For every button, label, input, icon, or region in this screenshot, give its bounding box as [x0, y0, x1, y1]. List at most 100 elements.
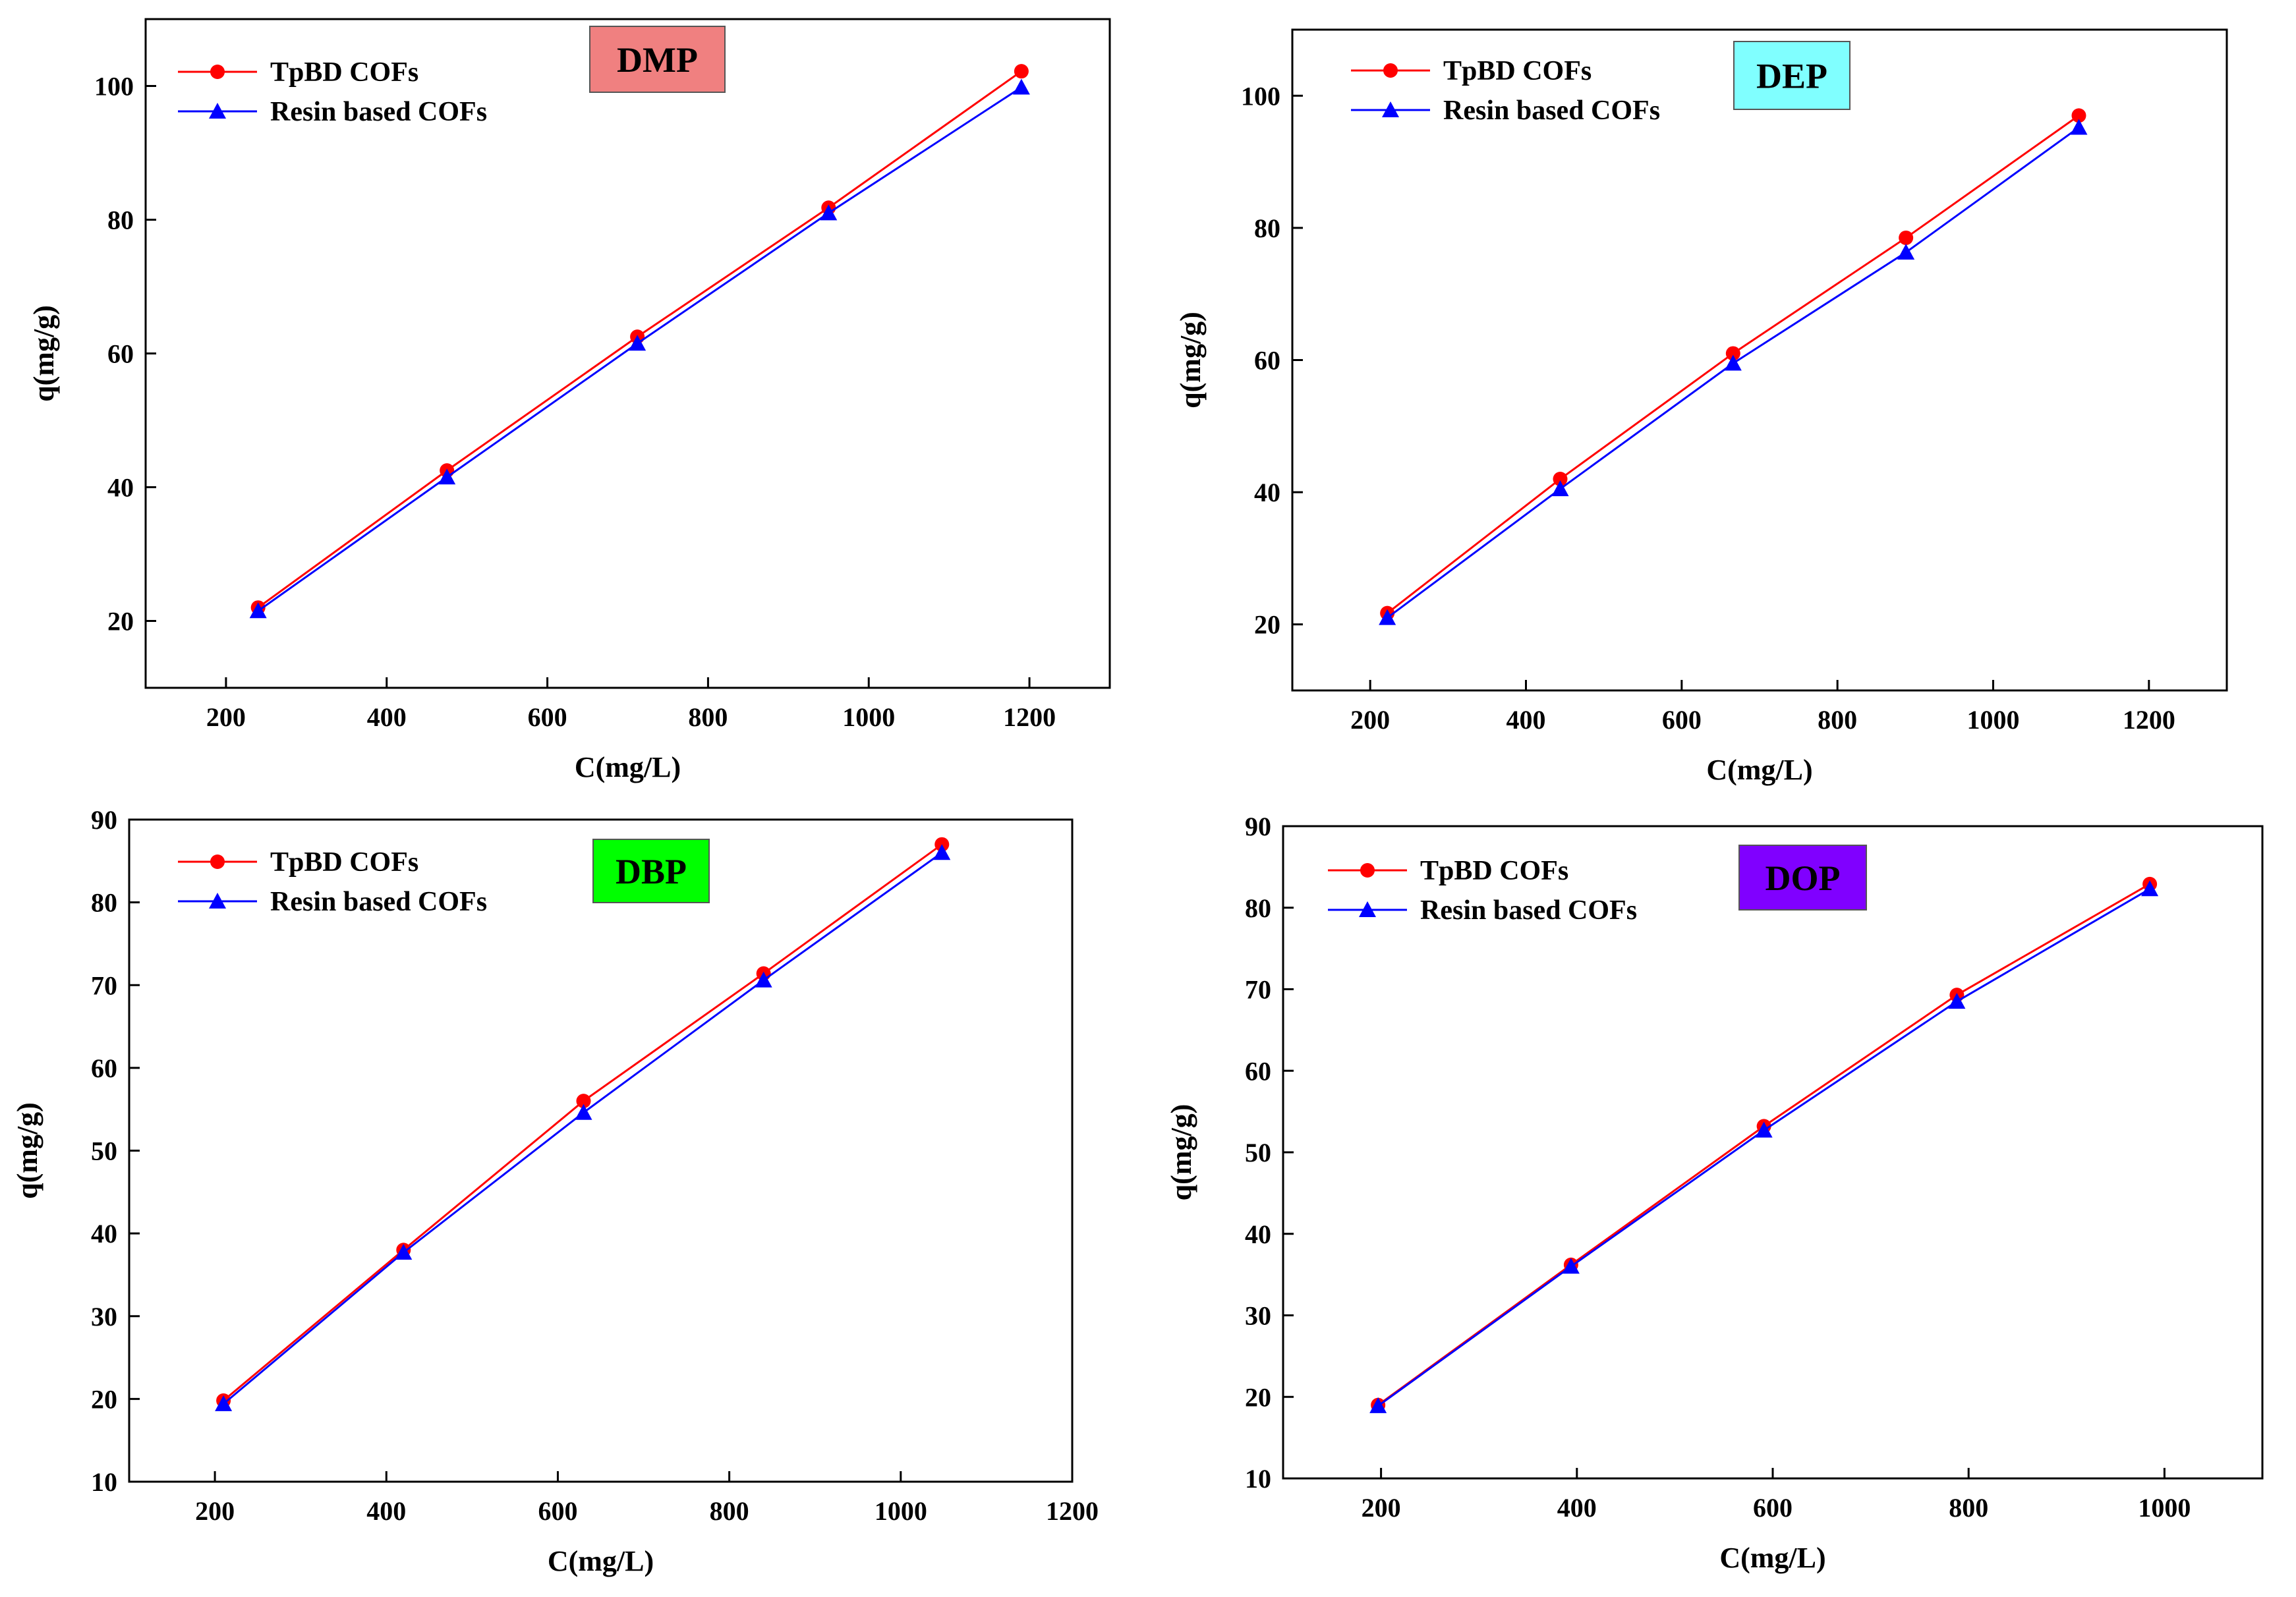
data-point-1 — [1014, 64, 1029, 79]
data-point-2 — [755, 971, 772, 988]
x-axis-label: C(mg/L) — [1706, 754, 1812, 786]
data-point-2 — [1379, 609, 1396, 625]
chart-panel-dop: 200 400 600 800 1000 10 20 30 40 50 60 70 80 90 C(mg/L… — [1165, 812, 2264, 1574]
y-tick-label: 20 — [107, 607, 134, 636]
x-tick-label: 400 — [1507, 705, 1546, 735]
y-tick-label: 20 — [91, 1384, 117, 1414]
y-tick-label: 80 — [1245, 893, 1271, 923]
legend-marker-2 — [1382, 101, 1399, 117]
legend-marker-1 — [210, 65, 225, 79]
y-tick-label: 80 — [107, 206, 134, 235]
legend-label-2: Resin based COFs — [1420, 895, 1637, 926]
y-tick-label: 50 — [1245, 1138, 1271, 1167]
x-axis-label: C(mg/L) — [548, 1545, 654, 1577]
badge-label: DOP — [1765, 858, 1841, 898]
data-point-2 — [1551, 480, 1569, 497]
series-line-2 — [223, 852, 943, 1405]
badge-box — [1738, 845, 1867, 911]
badge-box — [589, 26, 726, 93]
x-tick-label: 1000 — [1967, 705, 2020, 735]
data-point-2 — [629, 335, 646, 351]
x-tick-label: 1200 — [1003, 702, 1056, 732]
data-point-2 — [820, 204, 838, 221]
y-tick-label: 70 — [1245, 975, 1271, 1005]
x-tick-label: 600 — [1753, 1493, 1793, 1523]
y-tick-label: 40 — [1254, 478, 1280, 507]
x-tick-label: 800 — [688, 702, 728, 732]
series-line-1 — [223, 843, 943, 1402]
badge-box — [592, 839, 710, 903]
data-point-2 — [249, 602, 267, 619]
y-tick-label: 60 — [91, 1053, 117, 1083]
y-tick-label: 100 — [1241, 81, 1280, 111]
data-point-1 — [1725, 346, 1740, 361]
y-tick-label: 70 — [91, 970, 117, 1000]
x-tick-label: 200 — [1362, 1493, 1401, 1523]
legend-label-2: Resin based COFs — [270, 97, 487, 127]
x-tick-label: 800 — [1818, 705, 1857, 735]
x-tick-label: 600 — [1662, 705, 1702, 735]
y-tick-label: 30 — [91, 1302, 117, 1331]
legend-label-2: Resin based COFs — [1443, 96, 1660, 126]
y-tick-label: 80 — [91, 888, 117, 918]
y-axis-label: q(mg/g) — [28, 305, 60, 402]
y-tick-label: 40 — [1245, 1219, 1271, 1249]
series-line-1 — [1377, 883, 2150, 1406]
x-tick-label: 200 — [1350, 705, 1390, 735]
x-tick-label: 400 — [367, 702, 407, 732]
x-tick-label: 200 — [206, 702, 246, 732]
data-point-2 — [1897, 244, 1915, 260]
x-tick-label: 1000 — [842, 702, 895, 732]
data-point-2 — [1562, 1258, 1580, 1274]
y-tick-label: 40 — [107, 473, 134, 503]
y-tick-label: 90 — [91, 805, 117, 835]
x-tick-label: 1000 — [875, 1496, 927, 1526]
data-point-2 — [2070, 119, 2088, 135]
x-tick-label: 600 — [528, 702, 567, 732]
chart-panel-dmp: 200 400 600 800 1000 1200 20 40 60 80 100 C(mg/L) q(… — [28, 18, 1111, 783]
data-point-1 — [576, 1094, 591, 1109]
y-tick-label: 40 — [91, 1219, 117, 1248]
x-axis-label: C(mg/L) — [575, 751, 681, 783]
x-tick-label: 800 — [1949, 1493, 1988, 1523]
y-axis-label: q(mg/g) — [1165, 1104, 1197, 1201]
data-point-2 — [575, 1104, 592, 1120]
x-tick-label: 400 — [1557, 1493, 1597, 1523]
badge-box — [1733, 41, 1851, 110]
y-axis-label: q(mg/g) — [11, 1102, 43, 1199]
y-tick-label: 90 — [1245, 812, 1271, 841]
data-point-1 — [1553, 472, 1568, 487]
x-tick-label: 200 — [195, 1496, 235, 1526]
x-tick-label: 600 — [538, 1496, 577, 1526]
data-point-2 — [2141, 880, 2159, 897]
legend-marker-1 — [210, 855, 225, 869]
data-point-2 — [1755, 1121, 1773, 1138]
legend-marker-1 — [1383, 63, 1398, 78]
plot-frame — [1291, 28, 2228, 692]
badge-label: DEP — [1756, 57, 1827, 96]
data-point-2 — [438, 468, 456, 485]
series-line-2 — [1387, 126, 2080, 619]
x-tick-label: 1000 — [2138, 1493, 2191, 1523]
data-point-1 — [2071, 108, 2086, 123]
legend-marker-2 — [209, 893, 226, 909]
x-tick-label: 1200 — [1046, 1496, 1099, 1526]
y-tick-label: 60 — [107, 339, 134, 369]
y-tick-label: 20 — [1245, 1382, 1271, 1412]
chart-panel-dbp: 200 400 600 800 1000 1200 10 20 30 40 50 60 70 80 90 C(… — [11, 805, 1099, 1577]
data-point-2 — [933, 844, 951, 860]
legend-label-1: TpBD COFs — [1420, 856, 1568, 886]
data-point-2 — [395, 1244, 413, 1260]
y-tick-label: 60 — [1254, 346, 1280, 376]
y-tick-label: 100 — [94, 72, 134, 101]
data-point-2 — [1369, 1397, 1387, 1413]
series-line-2 — [1377, 887, 2150, 1407]
y-tick-label: 50 — [91, 1136, 117, 1166]
legend-label-1: TpBD COFs — [1443, 56, 1592, 86]
x-tick-label: 1200 — [2123, 705, 2175, 735]
y-tick-label: 80 — [1254, 213, 1280, 243]
plot-frame — [128, 818, 1074, 1483]
x-tick-label: 400 — [366, 1496, 406, 1526]
data-point-2 — [1012, 78, 1030, 95]
